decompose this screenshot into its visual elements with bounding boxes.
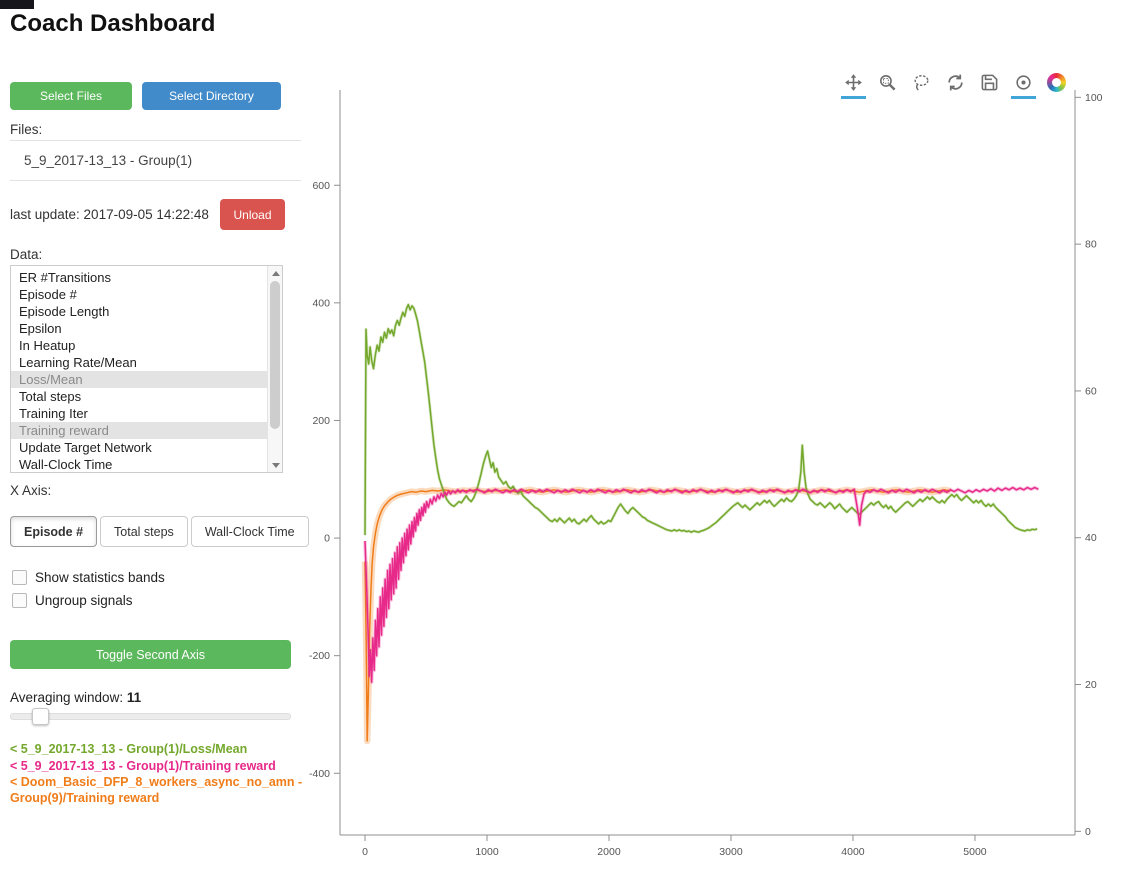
y-right-tick-label: 20 xyxy=(1085,679,1097,691)
legend-item: < Doom_Basic_DFP_8_workers_async_no_amn … xyxy=(10,775,303,805)
data-list-item[interactable]: Training Iter xyxy=(19,406,88,421)
y-left-tick-label: -200 xyxy=(309,650,330,662)
series-line xyxy=(364,303,1038,536)
x-axis-label: X Axis: xyxy=(10,483,52,498)
y-left-tick-label: -400 xyxy=(309,768,330,780)
select-files-button[interactable]: Select Files xyxy=(10,82,132,110)
reset-icon[interactable] xyxy=(945,72,966,93)
scroll-up-icon[interactable] xyxy=(268,266,282,280)
series-band xyxy=(363,485,1040,684)
data-list-item[interactable]: Training reward xyxy=(11,422,282,439)
data-list-item[interactable]: Epsilon xyxy=(19,321,62,336)
unload-button[interactable]: Unload xyxy=(220,199,285,230)
checkbox-label: Show statistics bands xyxy=(35,570,165,585)
files-label: Files: xyxy=(10,122,43,137)
averaging-window-label: Averaging window: xyxy=(10,690,124,705)
y-right-tick-label: 80 xyxy=(1085,239,1097,251)
data-multiselect[interactable]: ER #Transitions Episode # Episode Length Ep… xyxy=(10,265,283,473)
plot-canvas[interactable]: 0 1000 2000 3000 4000 5000 -400 -200 0 200 400 600 0… xyxy=(300,82,1120,872)
pan-icon[interactable] xyxy=(841,72,866,99)
averaging-window-slider[interactable] xyxy=(10,707,291,725)
x-axis-option[interactable]: Episode # xyxy=(10,516,98,547)
data-list-item[interactable]: Total steps xyxy=(19,389,82,404)
x-tick-label: 0 xyxy=(362,846,368,858)
data-list-item[interactable]: Episode Length xyxy=(19,304,110,319)
data-list-item[interactable]: Wall-Clock Time xyxy=(19,457,113,472)
x-tick-label: 5000 xyxy=(963,846,987,858)
data-list-item[interactable]: Learning Rate/Mean xyxy=(19,355,137,370)
y-right-tick-label: 60 xyxy=(1085,385,1097,397)
x-tick-label: 1000 xyxy=(475,846,499,858)
legend: < 5_9_2017-13_13 - Group(1)/Loss/Mean < 5… xyxy=(10,742,304,807)
y-left-tick-label: 400 xyxy=(312,297,330,309)
data-label: Data: xyxy=(10,247,43,262)
data-list-item[interactable]: Update Target Network xyxy=(19,440,152,455)
scroll-down-icon[interactable] xyxy=(268,458,282,472)
lasso-select-icon[interactable] xyxy=(911,72,932,93)
x-axis-option[interactable]: Wall-Clock Time xyxy=(190,516,309,547)
files-selected-value: 5_9_2017-13_13 - Group(1) xyxy=(24,153,193,168)
checkbox-box[interactable] xyxy=(12,593,27,608)
legend-item: < 5_9_2017-13_13 - Group(1)/Training rew… xyxy=(10,758,276,773)
hover-icon[interactable] xyxy=(1011,72,1036,99)
save-icon[interactable] xyxy=(979,72,1000,93)
series-line xyxy=(364,486,1039,683)
x-tick-label: 4000 xyxy=(841,846,865,858)
select-directory-button[interactable]: Select Directory xyxy=(142,82,281,110)
toggle-second-axis-button[interactable]: Toggle Second Axis xyxy=(10,640,291,669)
y-left-tick-label: 600 xyxy=(312,180,330,192)
legend-item: < 5_9_2017-13_13 - Group(1)/Loss/Mean xyxy=(10,742,248,756)
y-left-tick-label: 0 xyxy=(324,533,330,545)
y-right-tick-label: 100 xyxy=(1085,92,1103,104)
plot-toolbar xyxy=(841,68,1066,99)
data-list-item[interactable]: ER #Transitions xyxy=(19,270,111,285)
window-artifact xyxy=(0,0,34,9)
checkbox-row[interactable]: Show statistics bands xyxy=(12,570,165,585)
checkbox-box[interactable] xyxy=(12,570,27,585)
x-tick-label: 3000 xyxy=(719,846,743,858)
data-list-item[interactable]: Loss/Mean xyxy=(11,371,282,388)
slider-track[interactable] xyxy=(10,713,291,720)
data-list-item[interactable]: In Heatup xyxy=(19,338,76,353)
box-zoom-icon[interactable] xyxy=(877,72,898,93)
checkbox-label: Ungroup signals xyxy=(35,593,133,608)
list-scrollbar[interactable] xyxy=(267,266,282,472)
averaging-window-text: Averaging window: 11 xyxy=(10,690,141,705)
bokeh-logo[interactable] xyxy=(1047,72,1066,92)
files-select[interactable]: 5_9_2017-13_13 - Group(1) xyxy=(10,140,301,181)
page-title: Coach Dashboard xyxy=(10,10,216,37)
data-list-item[interactable]: Episode # xyxy=(19,287,77,302)
series-band xyxy=(361,486,952,745)
y-right-tick-label: 40 xyxy=(1085,532,1097,544)
last-update-text: last update: 2017-09-05 14:22:48 xyxy=(10,207,209,222)
slider-thumb[interactable] xyxy=(32,708,49,725)
checkbox-row[interactable]: Ungroup signals xyxy=(12,593,133,608)
x-tick-label: 2000 xyxy=(597,846,621,858)
averaging-window-value: 11 xyxy=(126,690,142,705)
x-axis-button-group: Episode # Total steps Wall-Clock Time xyxy=(10,516,309,547)
y-right-tick-label: 0 xyxy=(1085,826,1091,838)
series-line xyxy=(364,489,951,742)
y-left-tick-label: 200 xyxy=(312,415,330,427)
scroll-thumb[interactable] xyxy=(270,281,280,429)
x-axis-option[interactable]: Total steps xyxy=(100,516,188,547)
